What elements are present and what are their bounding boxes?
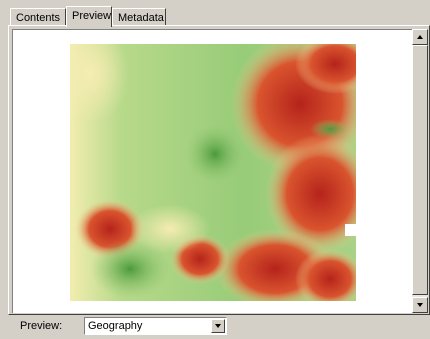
preview-type-value: Geography — [88, 320, 143, 332]
chevron-down-icon — [215, 324, 221, 328]
tab-metadata[interactable]: Metadata — [112, 8, 166, 25]
scroll-up-button[interactable] — [412, 29, 428, 45]
tab-contents[interactable]: Contents — [10, 8, 66, 25]
scroll-thumb[interactable] — [412, 45, 428, 295]
preview-viewport[interactable] — [12, 29, 412, 313]
elevation-raster-preview — [70, 44, 356, 301]
dropdown-button[interactable] — [211, 319, 225, 333]
arrow-down-icon — [417, 303, 423, 307]
tab-preview[interactable]: Preview — [66, 6, 112, 27]
preview-type-select[interactable]: Geography — [84, 317, 227, 335]
scroll-down-button[interactable] — [412, 297, 428, 313]
arrow-up-icon — [417, 35, 423, 39]
vertical-scrollbar[interactable] — [412, 29, 428, 313]
preview-label: Preview: — [20, 320, 63, 332]
tab-strip: Contents Metadata Preview — [8, 6, 422, 27]
